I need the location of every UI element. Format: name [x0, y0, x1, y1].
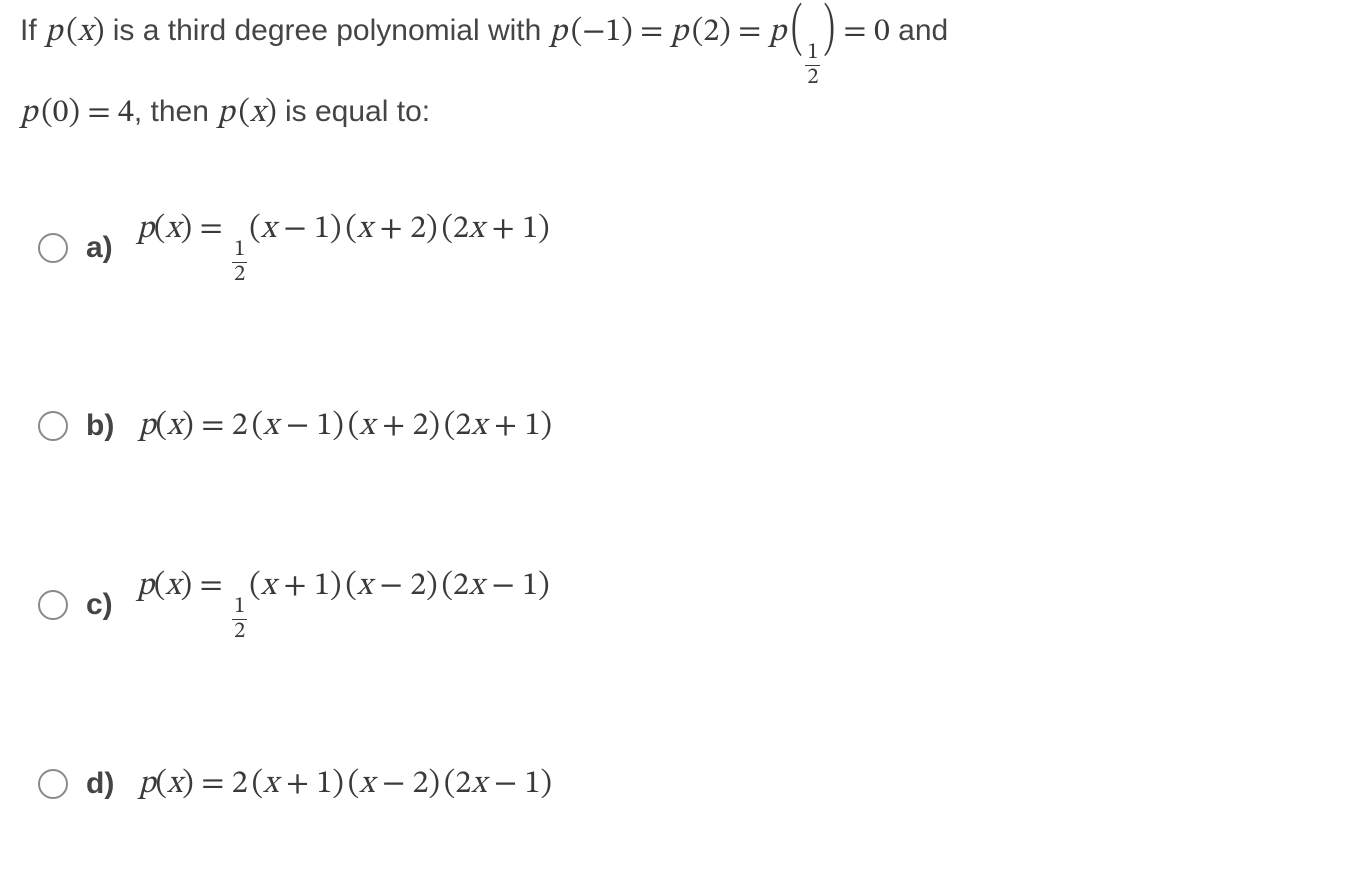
- option-c[interactable]: c) p(x) = 12(x + 1) (x − 2) (2x − 1): [38, 566, 1344, 643]
- fraction-half: 12: [232, 239, 247, 287]
- option-a-expr: p(x) = 12(x − 1) (x + 2) (2x + 1): [137, 209, 550, 286]
- fraction-half: 12: [232, 596, 247, 644]
- q-text: If: [20, 14, 45, 47]
- q-text: is equal to:: [277, 95, 430, 128]
- option-c-expr: p(x) = 12(x + 1) (x − 2) (2x − 1): [137, 566, 550, 643]
- radio-d[interactable]: [38, 769, 68, 799]
- option-letter: d): [86, 767, 114, 801]
- radio-c[interactable]: [38, 590, 68, 620]
- option-letter: a): [86, 231, 113, 265]
- option-letter: c): [86, 588, 113, 622]
- q-text: is a third degree polynomial with: [104, 14, 549, 47]
- option-b-expr: p(x) = 2 (x − 1) (x + 2) (2x + 1): [138, 406, 552, 446]
- q-expr-px: p (x): [45, 16, 104, 48]
- q-text: , then: [134, 95, 217, 128]
- question-page: If p (x) is a third degree polynomial wi…: [0, 0, 1364, 824]
- option-d-expr: p(x) = 2 (x + 1) (x − 2) (2x − 1): [138, 764, 552, 804]
- q-eq-chain: p (−1) = p (2) = p (12) = 0: [550, 16, 890, 48]
- q-text: and: [890, 14, 948, 47]
- question-stem: If p (x) is a third degree polynomial wi…: [20, 8, 1344, 139]
- option-b[interactable]: b) p(x) = 2 (x − 1) (x + 2) (2x + 1): [38, 406, 1344, 446]
- radio-a[interactable]: [38, 233, 68, 263]
- option-a[interactable]: a) p(x) = 12(x − 1) (x + 2) (2x + 1): [38, 209, 1344, 286]
- fraction-half: 12: [805, 42, 820, 90]
- q-p0: p (0) = 4: [20, 97, 134, 129]
- radio-b[interactable]: [38, 411, 68, 441]
- option-letter: b): [86, 409, 114, 443]
- options-list: a) p(x) = 12(x − 1) (x + 2) (2x + 1) b) …: [20, 209, 1344, 804]
- option-d[interactable]: d) p(x) = 2 (x + 1) (x − 2) (2x − 1): [38, 764, 1344, 804]
- q-expr-px2: p (x): [217, 97, 276, 129]
